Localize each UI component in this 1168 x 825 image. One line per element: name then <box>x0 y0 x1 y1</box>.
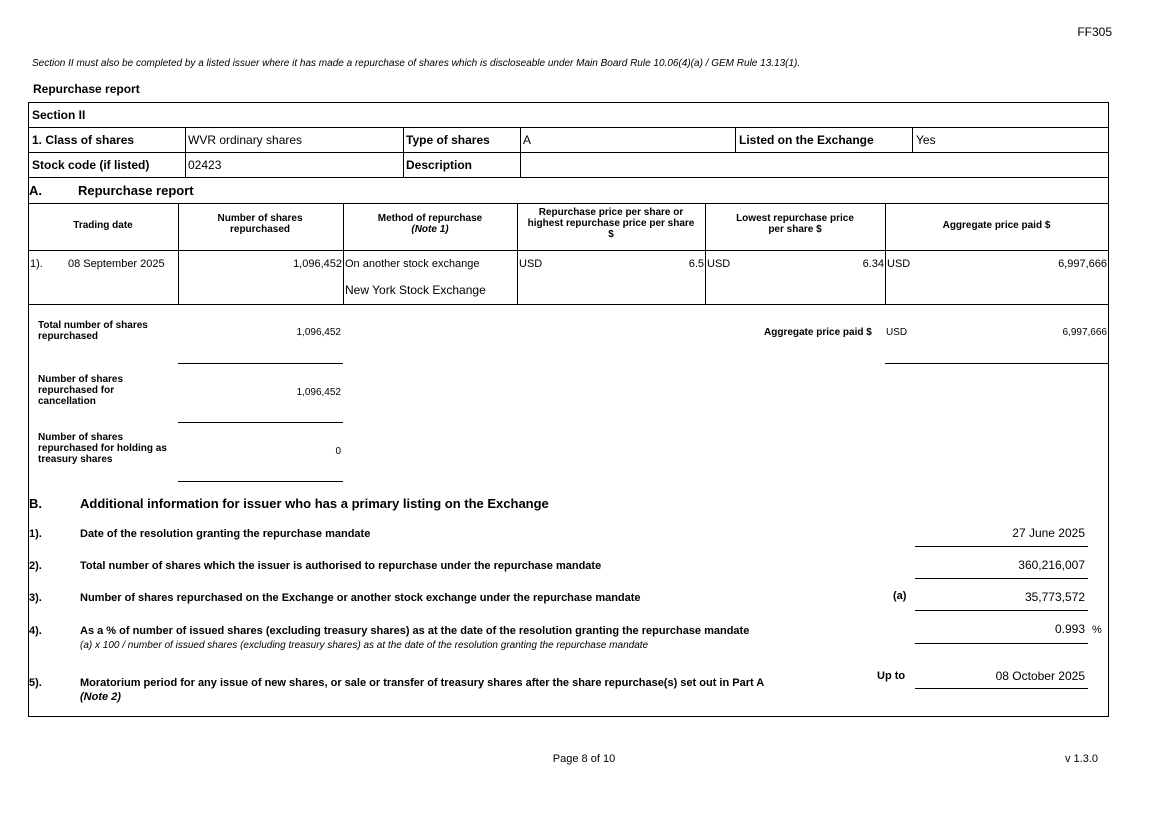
aggregate-total-value: 6,997,666 <box>1062 327 1108 338</box>
row-date: 08 September 2025 <box>68 258 165 270</box>
item-number: 4). <box>29 625 42 637</box>
report-title: Repurchase report <box>33 82 140 96</box>
percent-unit: % <box>1092 624 1102 636</box>
item-sublabel: (a) x 100 / number of issued shares (exc… <box>80 640 649 651</box>
desc-label: Description <box>406 158 473 172</box>
header-aggregate: Aggregate price paid $ <box>942 220 1051 231</box>
form-code: FF305 <box>1077 25 1112 39</box>
form-frame <box>28 102 1109 717</box>
header-price: Repurchase price per share or highest re… <box>527 207 695 240</box>
intro-text: Section II must also be completed by a l… <box>32 58 801 69</box>
listed-label: Listed on the Exchange <box>739 133 874 147</box>
item-number: 3). <box>29 592 42 604</box>
row-lowest: 6.34 <box>862 258 884 270</box>
treasury-label: Number of shares repurchased for holding… <box>38 432 167 465</box>
row-price: 6.5 <box>688 258 704 270</box>
type-label: Type of shares <box>406 133 490 147</box>
item-label: Total number of shares which the issuer … <box>80 560 602 572</box>
class-value: WVR ordinary shares <box>188 133 303 147</box>
row-lowest-currency: USD <box>707 258 731 270</box>
header-method: Method of repurchase (Note 1) <box>343 213 517 235</box>
code-value: 02423 <box>188 158 222 172</box>
cancel-value: 1,096,452 <box>296 387 342 398</box>
treasury-value: 0 <box>335 446 341 457</box>
item-label: Moratorium period for any issue of new s… <box>80 677 765 689</box>
type-value: A <box>523 133 532 147</box>
header-method-note: (Note 1) <box>411 224 449 235</box>
item-number: 1). <box>29 528 42 540</box>
row-price-currency: USD <box>519 258 543 270</box>
item-tag: Up to <box>877 670 906 682</box>
header-method-label: Method of repurchase <box>377 213 483 224</box>
item-note: (Note 2) <box>80 691 121 703</box>
page-number: Page 8 of 10 <box>552 753 616 765</box>
total-value: 1,096,452 <box>296 327 342 338</box>
item-label: Number of shares repurchased on the Exch… <box>80 592 641 604</box>
row-aggregate: 6,997,666 <box>1058 258 1107 270</box>
item-value: 08 October 2025 <box>995 669 1085 683</box>
section-label: Section II <box>32 108 86 122</box>
item-value: 0.993 <box>1054 622 1085 636</box>
listed-value: Yes <box>916 133 936 147</box>
aggregate-total-label: Aggregate price paid $ <box>764 327 872 338</box>
row-exchange: New York Stock Exchange <box>345 283 486 297</box>
row-method: On another stock exchange <box>345 258 480 270</box>
row-agg-currency: USD <box>887 258 911 270</box>
item-value: 360,216,007 <box>1018 558 1085 572</box>
header-shares: Number of shares repurchased <box>217 213 303 235</box>
item-label: As a % of number of issued shares (exclu… <box>80 625 750 637</box>
item-number: 2). <box>29 560 42 572</box>
item-value: 35,773,572 <box>1024 590 1085 604</box>
part-a-letter: A. <box>29 183 42 198</box>
part-b-letter: B. <box>29 496 42 511</box>
header-trading-date: Trading date <box>73 220 133 231</box>
item-tag: (a) <box>893 590 907 602</box>
row-shares: 1,096,452 <box>293 258 342 270</box>
item-number: 5). <box>29 677 42 689</box>
item-value: 27 June 2025 <box>1012 526 1085 540</box>
total-label: Total number of shares repurchased <box>38 320 148 342</box>
cancel-label: Number of shares repurchased for cancell… <box>38 374 124 407</box>
item-label: Date of the resolution granting the repu… <box>80 528 371 540</box>
code-label: Stock code (if listed) <box>32 158 150 172</box>
version: v 1.3.0 <box>1064 753 1098 765</box>
part-b-title: Additional information for issuer who ha… <box>80 496 549 511</box>
part-a-title: Repurchase report <box>78 183 194 198</box>
class-label: 1. Class of shares <box>32 133 135 147</box>
aggregate-total-currency: USD <box>886 327 908 338</box>
row-number: 1). <box>30 258 43 270</box>
header-lowest: Lowest repurchase price per share $ <box>736 213 854 235</box>
